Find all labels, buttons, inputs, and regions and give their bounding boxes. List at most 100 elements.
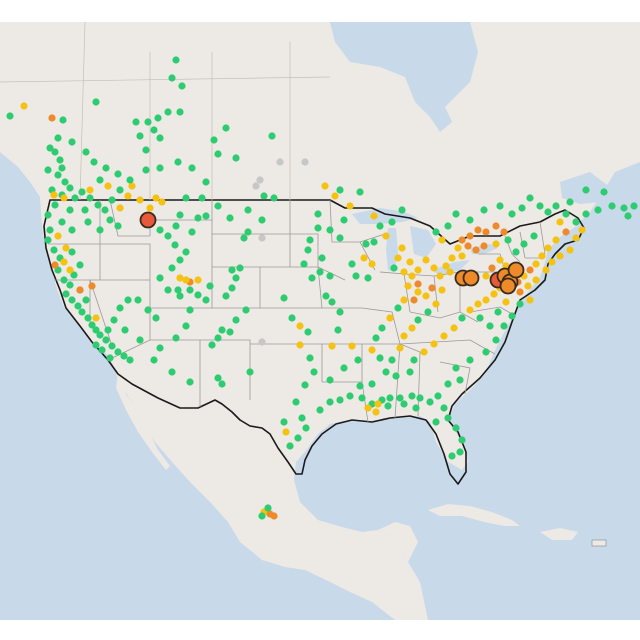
sensor-marker-good[interactable] <box>96 226 104 234</box>
sensor-marker-good[interactable] <box>301 381 309 389</box>
sensor-marker-moderate[interactable] <box>124 192 132 200</box>
sensor-marker-moderate[interactable] <box>368 346 376 354</box>
sensor-marker-moderate[interactable] <box>566 246 574 254</box>
sensor-marker-good[interactable] <box>408 392 416 400</box>
sensor-marker-usg[interactable] <box>500 228 508 236</box>
sensor-marker-good[interactable] <box>594 206 602 214</box>
sensor-marker-good[interactable] <box>168 264 176 272</box>
sensor-marker-good[interactable] <box>82 148 90 156</box>
sensor-marker-moderate[interactable] <box>60 258 68 266</box>
sensor-marker-good[interactable] <box>456 376 464 384</box>
sensor-marker-good[interactable] <box>388 356 396 364</box>
sensor-marker-good[interactable] <box>214 202 222 210</box>
sensor-marker-good[interactable] <box>68 248 76 256</box>
sensor-marker-moderate[interactable] <box>408 272 416 280</box>
sensor-marker-good[interactable] <box>232 154 240 162</box>
sensor-marker-good[interactable] <box>96 176 104 184</box>
sensor-marker-good[interactable] <box>270 194 278 202</box>
sensor-marker-moderate[interactable] <box>20 102 28 110</box>
sensor-marker-good[interactable] <box>176 292 184 300</box>
sensor-marker-no-data[interactable] <box>256 176 264 184</box>
sensor-marker-good[interactable] <box>582 186 590 194</box>
sensor-marker-good[interactable] <box>210 136 218 144</box>
sensor-marker-good[interactable] <box>108 196 116 204</box>
sensor-marker-moderate[interactable] <box>194 276 202 284</box>
sensor-marker-good[interactable] <box>156 134 164 142</box>
sensor-marker-moderate[interactable] <box>382 232 390 240</box>
sensor-marker-good[interactable] <box>406 368 414 376</box>
sensor-marker-good[interactable] <box>336 396 344 404</box>
sensor-marker-good[interactable] <box>336 234 344 242</box>
sensor-marker-good[interactable] <box>222 124 230 132</box>
sensor-marker-good[interactable] <box>400 400 408 408</box>
sensor-marker-good[interactable] <box>298 414 306 422</box>
sensor-marker-good[interactable] <box>416 394 424 402</box>
sensor-marker-good[interactable] <box>358 394 366 402</box>
sensor-marker-good[interactable] <box>168 74 176 82</box>
sensor-marker-good[interactable] <box>114 170 122 178</box>
sensor-marker-moderate[interactable] <box>420 348 428 356</box>
sensor-marker-good[interactable] <box>300 260 308 268</box>
sensor-marker-good[interactable] <box>144 118 152 126</box>
sensor-marker-moderate[interactable] <box>368 260 376 268</box>
sensor-marker-good[interactable] <box>356 382 364 390</box>
sensor-marker-moderate[interactable] <box>474 300 482 308</box>
sensor-marker-good[interactable] <box>132 118 140 126</box>
sensor-marker-good[interactable] <box>68 138 76 146</box>
sensor-marker-good[interactable] <box>68 226 76 234</box>
sensor-marker-good[interactable] <box>171 241 179 249</box>
sensor-marker-good[interactable] <box>208 341 216 349</box>
sensor-marker-good[interactable] <box>280 418 288 426</box>
sensor-markers[interactable] <box>6 56 638 520</box>
sensor-marker-good[interactable] <box>142 146 150 154</box>
sensor-marker-good[interactable] <box>566 198 574 206</box>
sensor-marker-good[interactable] <box>328 298 336 306</box>
sensor-marker-good[interactable] <box>156 274 164 282</box>
sensor-marker-good[interactable] <box>286 442 294 450</box>
sensor-marker-good[interactable] <box>81 206 89 214</box>
sensor-marker-good[interactable] <box>114 348 122 356</box>
sensor-marker-good[interactable] <box>572 218 580 226</box>
sensor-marker-good[interactable] <box>106 354 114 362</box>
sensor-marker-moderate[interactable] <box>430 264 438 272</box>
sensor-marker-moderate[interactable] <box>152 194 160 202</box>
sensor-marker-good[interactable] <box>59 116 67 124</box>
sensor-marker-good[interactable] <box>322 292 330 300</box>
sensor-marker-good[interactable] <box>164 232 172 240</box>
sensor-marker-good[interactable] <box>108 342 116 350</box>
sensor-marker-good[interactable] <box>452 210 460 218</box>
sensor-marker-moderate[interactable] <box>374 400 382 408</box>
map-viewport[interactable] <box>0 22 640 620</box>
sensor-marker-moderate[interactable] <box>360 254 368 262</box>
sensor-marker-moderate[interactable] <box>370 212 378 220</box>
sensor-marker-good[interactable] <box>76 261 84 269</box>
sensor-marker-good[interactable] <box>218 326 226 334</box>
sensor-marker-good[interactable] <box>294 434 302 442</box>
sensor-marker-good[interactable] <box>58 164 66 172</box>
sensor-marker-good[interactable] <box>86 194 94 202</box>
sensor-marker-good[interactable] <box>102 164 110 172</box>
sensor-marker-moderate[interactable] <box>104 182 112 190</box>
sensor-marker-good[interactable] <box>452 424 460 432</box>
sensor-marker-moderate[interactable] <box>538 252 546 260</box>
sensor-marker-good[interactable] <box>326 226 334 234</box>
sensor-marker-good[interactable] <box>96 331 104 339</box>
sensor-marker-usg[interactable] <box>482 228 490 236</box>
sensor-marker-good[interactable] <box>476 314 484 322</box>
sensor-marker-moderate[interactable] <box>526 296 534 304</box>
sensor-marker-good[interactable] <box>356 188 364 196</box>
sensor-marker-good[interactable] <box>396 394 404 402</box>
sensor-marker-good[interactable] <box>492 336 500 344</box>
sensor-marker-good[interactable] <box>186 286 194 294</box>
sensor-marker-moderate[interactable] <box>438 236 446 244</box>
sensor-marker-good[interactable] <box>44 211 52 219</box>
sensor-marker-good[interactable] <box>326 376 334 384</box>
sensor-marker-good[interactable] <box>336 186 344 194</box>
sensor-marker-good[interactable] <box>54 134 62 142</box>
sensor-marker-moderate[interactable] <box>176 274 184 282</box>
sensor-marker-moderate[interactable] <box>524 282 532 290</box>
sensor-marker-good[interactable] <box>61 178 69 186</box>
sensor-marker-good[interactable] <box>58 218 66 226</box>
sensor-marker-good[interactable] <box>340 364 348 372</box>
sensor-marker-good[interactable] <box>306 354 314 362</box>
